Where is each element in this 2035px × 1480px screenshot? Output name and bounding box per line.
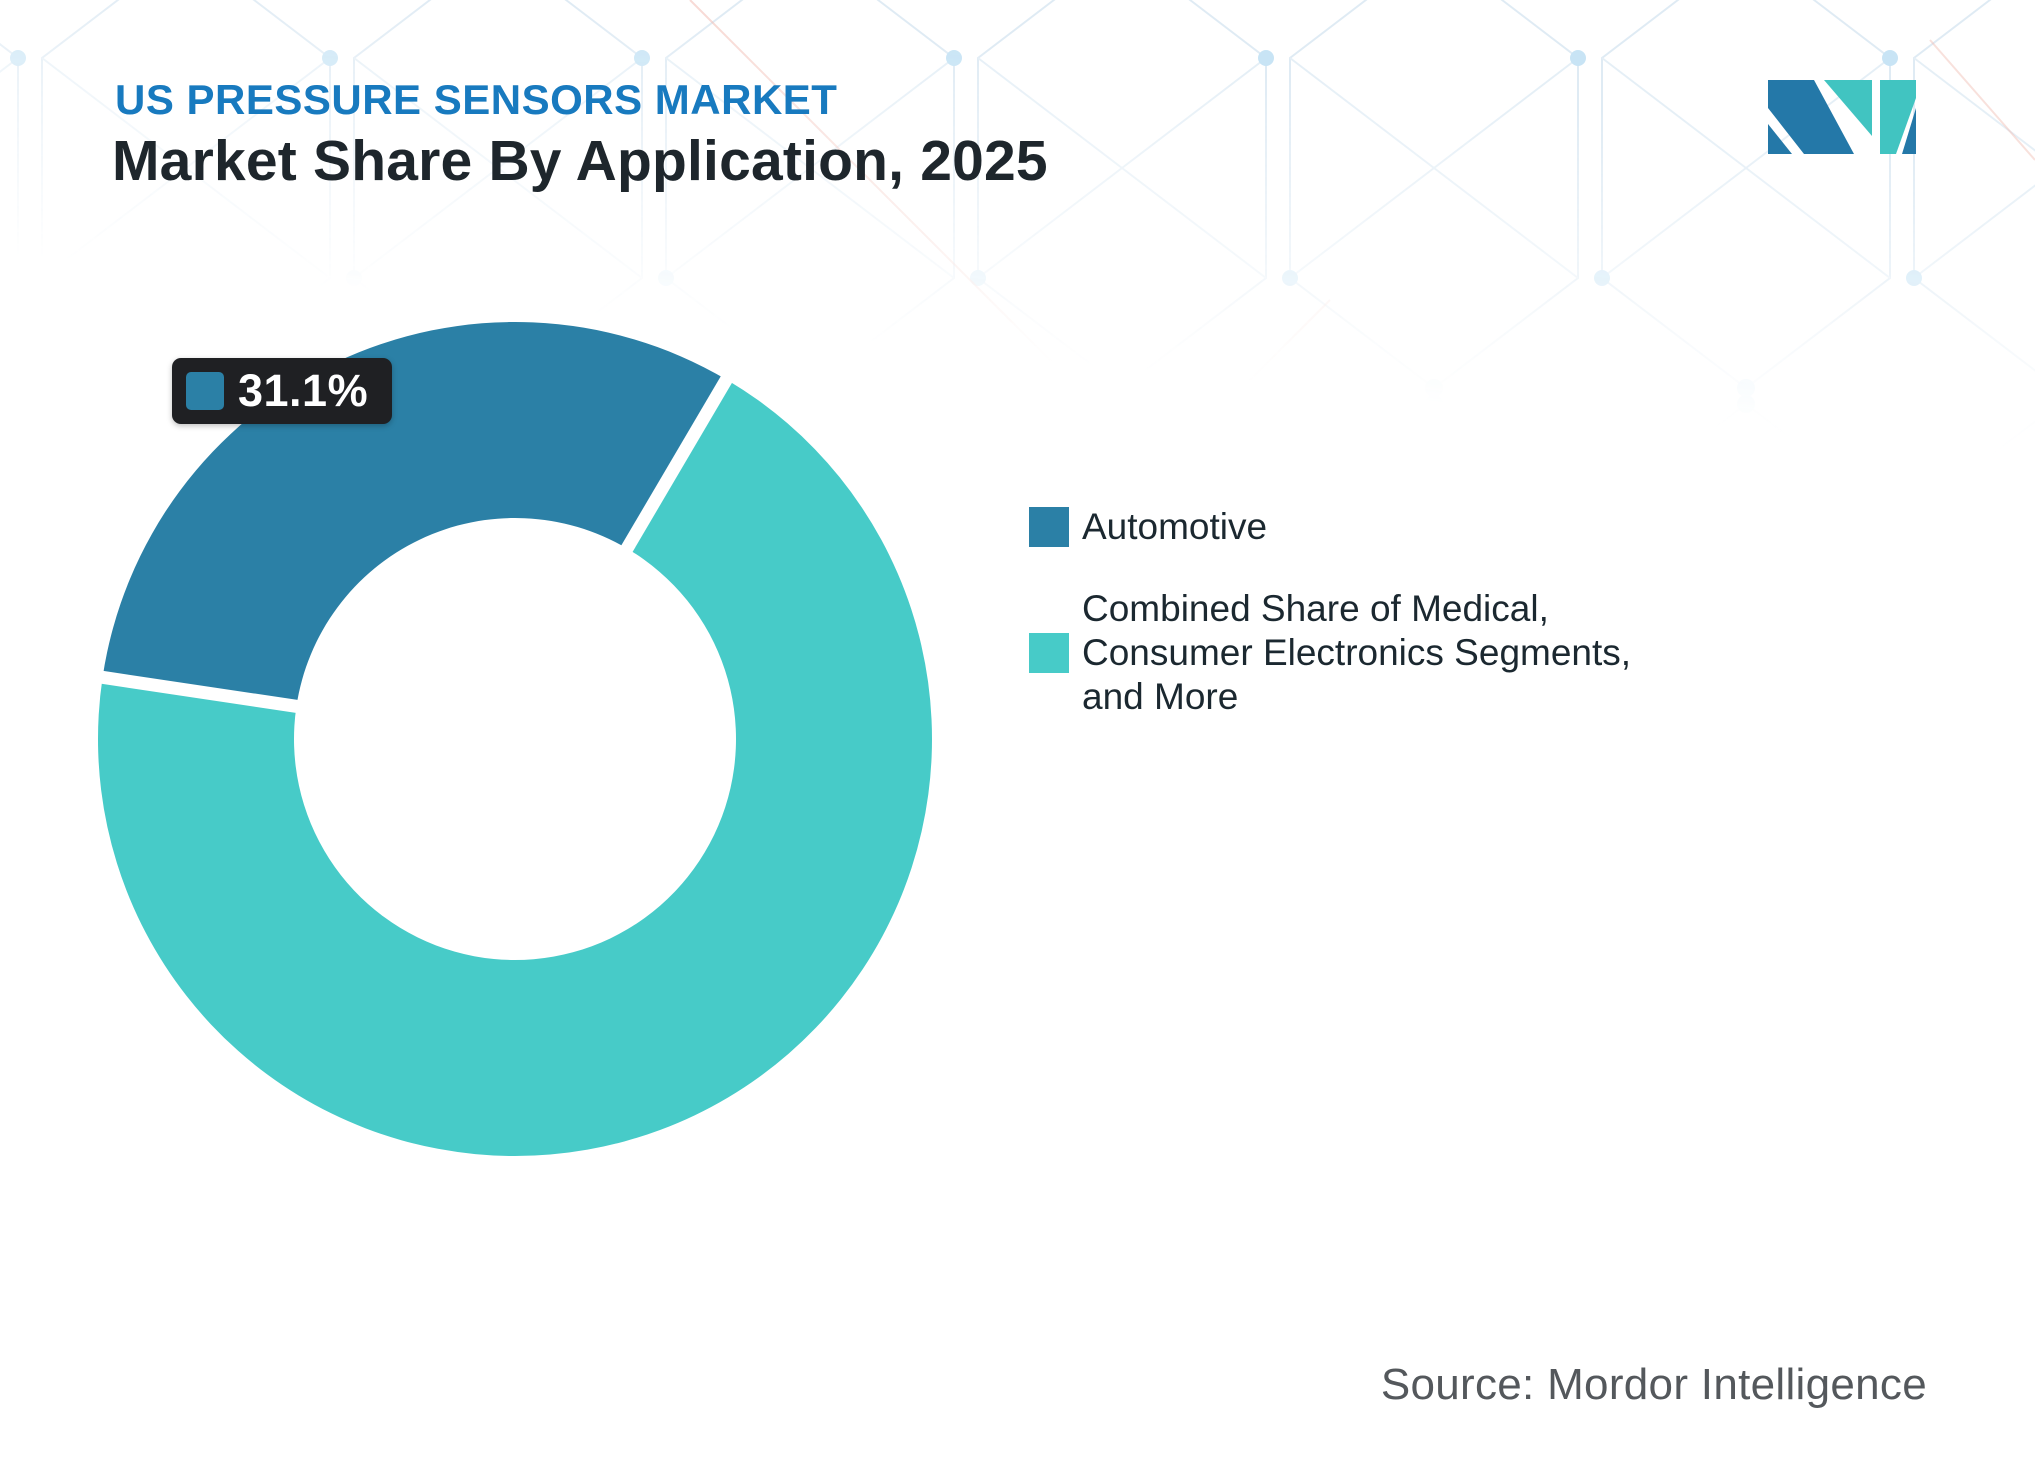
callout-value-label: 31.1% — [238, 365, 369, 416]
legend-item-combined-share: Combined Share of Medical, Consumer Elec… — [1029, 587, 1631, 719]
legend-swatch-automotive — [1029, 507, 1069, 547]
chart-legend: Automotive Combined Share of Medical, Co… — [1029, 505, 1631, 719]
page-title: Market Share By Application, 2025 — [112, 129, 1048, 193]
value-callout: 31.1% — [172, 358, 393, 424]
source-attribution: Source: Mordor Intelligence — [1380, 1360, 1927, 1409]
donut-slice-1 — [97, 379, 932, 1156]
slice-separator — [509, 371, 736, 743]
mordor-intelligence-logo — [1768, 80, 1916, 154]
legend-label: Automotive — [1082, 506, 1268, 547]
logo-teal-shapes — [1824, 80, 1916, 154]
legend-swatch-combined-share — [1029, 633, 1069, 673]
legend-item-automotive: Automotive — [1029, 505, 1631, 549]
logo-blue-shapes — [1768, 80, 1916, 154]
callout-swatch — [186, 372, 224, 410]
donut-chart — [95, 321, 932, 1156]
report-eyebrow-title: US PRESSURE SENSORS MARKET — [115, 76, 838, 123]
legend-label: Combined Share of Medical, Consumer Elec… — [1082, 588, 1632, 717]
slice-separator — [95, 670, 516, 746]
